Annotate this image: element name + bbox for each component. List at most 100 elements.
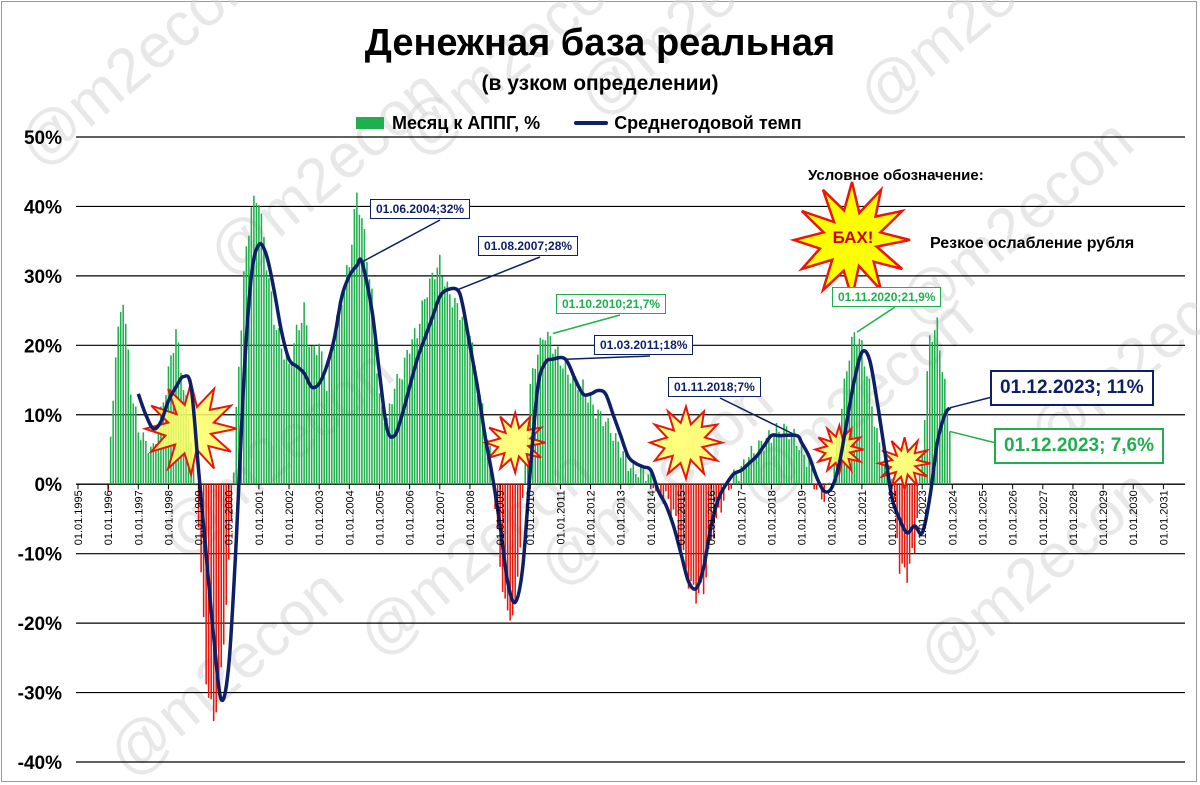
- bar: [825, 483, 828, 485]
- bar: [848, 360, 851, 485]
- bar: [227, 484, 230, 560]
- bar: [341, 304, 343, 485]
- bar: [584, 396, 587, 485]
- bar: [609, 433, 612, 485]
- bar: [298, 330, 300, 485]
- bar: [928, 335, 931, 485]
- bax-label: БАХ!: [832, 228, 874, 247]
- callout-leader: [565, 355, 651, 360]
- x-axis: 01.01.1995 01.01.1996 01.01.1997 01.01.1998…: [73, 484, 1170, 545]
- bar: [323, 376, 326, 485]
- bar: [562, 368, 564, 485]
- x-tick-label: 01.01.2027: [1038, 490, 1050, 545]
- burst-marker: [481, 408, 546, 477]
- bar: [268, 278, 270, 485]
- burst-marker: [874, 437, 931, 490]
- bar: [263, 237, 265, 485]
- callout-2020: 01.11.2020;21,9%: [832, 287, 942, 307]
- x-tick-label: 01.01.2005: [375, 490, 387, 545]
- bar: [780, 435, 783, 485]
- bar: [155, 444, 157, 485]
- y-tick-label: 10%: [24, 406, 62, 427]
- bar: [403, 357, 406, 485]
- legend: Месяц к АППГ, % Среднегодовой темп: [356, 110, 802, 136]
- x-tick-label: 01.01.2021: [857, 490, 869, 545]
- y-tick-label: 40%: [24, 197, 62, 218]
- bar: [320, 351, 323, 485]
- bar: [112, 400, 114, 485]
- bar: [253, 195, 255, 485]
- bar: [770, 442, 773, 485]
- bar: [373, 334, 376, 485]
- bar: [640, 464, 642, 485]
- legend-line-label: Среднегодовой темп: [614, 112, 802, 133]
- y-tick-label: 30%: [24, 267, 62, 288]
- bar: [220, 484, 222, 668]
- bar: [738, 480, 740, 485]
- bar: [524, 462, 527, 485]
- bar: [361, 218, 363, 485]
- bar: [876, 428, 878, 485]
- bar: [423, 299, 426, 485]
- bar: [873, 426, 876, 485]
- bar: [820, 484, 823, 500]
- bar: [464, 314, 466, 485]
- bar: [406, 349, 408, 485]
- callout-2007: 01.08.2007;28%: [478, 236, 579, 256]
- bar: [215, 484, 217, 713]
- bar: [936, 317, 939, 485]
- bar: [589, 392, 592, 485]
- bar: [815, 484, 818, 490]
- bar: [727, 484, 730, 491]
- bar: [147, 453, 150, 485]
- callout-2011: 01.03.2011;18%: [594, 335, 694, 355]
- note-heading: Условное обозначение:: [808, 167, 984, 184]
- watermark-text: @m2econ: [845, 0, 1107, 131]
- bar: [140, 440, 142, 485]
- bar: [690, 484, 692, 581]
- bar: [939, 350, 941, 485]
- bar: [667, 484, 670, 499]
- bar: [944, 378, 946, 485]
- bar: [275, 330, 278, 485]
- bar: [300, 322, 303, 485]
- bar: [506, 484, 509, 611]
- bar: [599, 411, 602, 485]
- x-tick-label: 01.01.1997: [133, 490, 145, 545]
- bar: [338, 301, 341, 485]
- bar: [893, 484, 896, 500]
- bar: [622, 451, 624, 485]
- bar: [637, 477, 640, 485]
- bar: [619, 457, 622, 485]
- bar: [760, 440, 763, 485]
- bar: [624, 451, 627, 485]
- bar: [828, 482, 831, 485]
- x-tick-label: 01.01.2023: [917, 490, 929, 545]
- bar: [614, 433, 617, 485]
- burst-marker: [812, 421, 864, 478]
- bar: [587, 402, 589, 485]
- bar: [853, 332, 856, 485]
- bar: [318, 343, 320, 485]
- bar: [542, 339, 544, 485]
- bar: [634, 474, 637, 485]
- x-tick-label: 01.01.2000: [224, 490, 236, 545]
- bar: [911, 484, 913, 549]
- bar: [258, 205, 260, 485]
- x-tick-label: 01.01.2004: [344, 490, 356, 545]
- y-tick-label: 20%: [24, 336, 62, 357]
- x-tick-label: 01.01.2019: [797, 490, 809, 545]
- bar: [122, 304, 125, 485]
- x-tick-label: 01.01.1996: [103, 490, 115, 545]
- bar: [863, 366, 866, 485]
- callout-leaders: [361, 219, 1001, 445]
- bar: [790, 433, 793, 485]
- bar: [388, 403, 391, 485]
- bar: [913, 484, 916, 554]
- burst-markers: [141, 378, 931, 490]
- bar: [195, 484, 197, 486]
- bar: [391, 404, 393, 485]
- bar: [800, 441, 803, 485]
- bar: [720, 484, 722, 513]
- legend-line-swatch: [574, 121, 609, 125]
